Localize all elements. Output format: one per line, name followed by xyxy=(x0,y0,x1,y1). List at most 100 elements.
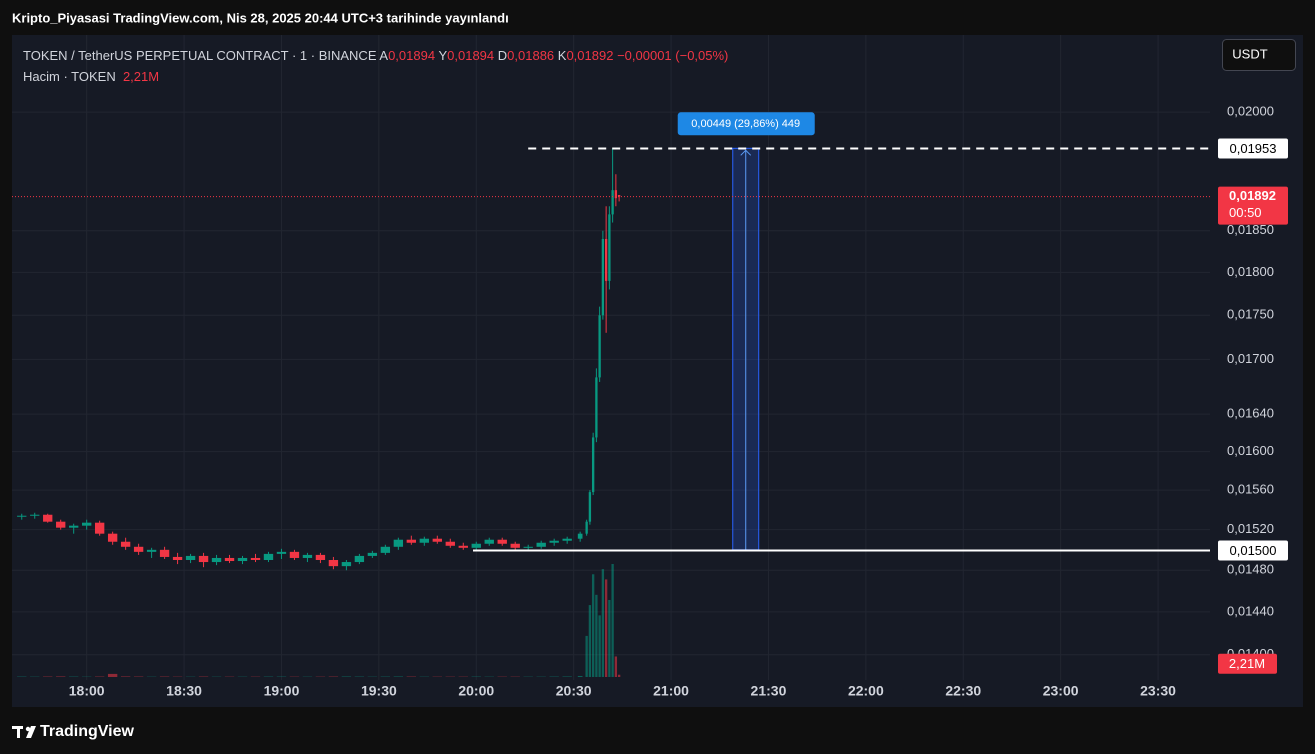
x-tick-label: 23:30 xyxy=(1140,683,1176,699)
candle-body xyxy=(445,541,455,546)
candle-body xyxy=(585,521,588,534)
candle-body xyxy=(133,546,144,552)
candle-body xyxy=(341,562,352,567)
volume-bar xyxy=(393,676,404,677)
candle-body xyxy=(17,515,27,517)
last-price-label: 0,01892 xyxy=(1229,188,1276,203)
volume-bar xyxy=(577,675,583,677)
price-line-label-bg xyxy=(1218,540,1288,561)
countdown: 00:50 xyxy=(1229,205,1262,220)
candle-body xyxy=(419,538,429,543)
candle-body xyxy=(30,514,40,516)
candle-body xyxy=(536,542,546,547)
candle-body xyxy=(120,541,131,547)
candle-body xyxy=(595,377,598,438)
measure-label: 0,00449 (29,86%) 449 xyxy=(691,118,800,130)
volume-bar xyxy=(608,599,611,677)
candle-body xyxy=(497,539,507,544)
candle-body xyxy=(172,556,183,561)
last-volume-label: 2,21M xyxy=(1229,656,1265,671)
header-title: Kripto_Piyasasi TradingView.com, Nis 28,… xyxy=(12,10,509,25)
candle-body xyxy=(354,555,365,563)
candle-body xyxy=(198,555,209,563)
ohlc-label: D xyxy=(497,48,508,63)
x-tick-label: 23:00 xyxy=(1043,683,1079,699)
x-tick-label: 20:00 xyxy=(458,683,494,699)
change: −0,00001 (−0,05%) xyxy=(617,48,729,63)
candle-body xyxy=(367,552,378,556)
candle-body xyxy=(315,554,326,561)
symbol: TOKEN / TetherUS PERPETUAL CONTRACT · 1 … xyxy=(23,48,377,63)
candle-body xyxy=(617,194,621,197)
footer-brand: TradingView xyxy=(40,723,135,740)
chart-panel xyxy=(12,35,1303,707)
candle-body xyxy=(562,538,572,541)
legend: TOKEN / TetherUS PERPETUAL CONTRACT · 1 … xyxy=(23,45,728,87)
ohlc-value: 0,01894 xyxy=(447,48,495,63)
volume-bar xyxy=(604,579,608,677)
volume-bar xyxy=(591,574,595,677)
candle-body xyxy=(604,238,608,281)
ohlc-legend: TOKEN / TetherUS PERPETUAL CONTRACT · 1 … xyxy=(23,45,728,66)
candle-body xyxy=(224,557,235,562)
candle-body xyxy=(237,557,248,562)
volume-bar xyxy=(107,673,118,677)
candle-body xyxy=(159,549,170,557)
candle-body xyxy=(598,315,601,378)
price-line-label: 0,01953 xyxy=(1230,141,1277,156)
candle-body xyxy=(591,437,595,493)
x-tick-label: 22:00 xyxy=(848,683,884,699)
x-tick-label: 20:30 xyxy=(556,683,592,699)
candle-body xyxy=(56,521,66,528)
price-line-label-bg xyxy=(1218,138,1288,159)
logo xyxy=(12,726,36,738)
last-price-label-bg xyxy=(1218,186,1288,225)
ohlc-label: A xyxy=(379,48,389,63)
candle-body xyxy=(380,546,391,553)
x-tick-label: 18:00 xyxy=(69,683,105,699)
ohlc-value: 0,01892 xyxy=(566,48,614,63)
y-tick-label: 0,01560 xyxy=(1227,482,1274,497)
candle-body xyxy=(577,533,583,539)
candle-body xyxy=(523,546,533,548)
candle-body xyxy=(510,543,520,548)
volume-legend-value: 2,21M xyxy=(122,69,160,84)
volume-bar xyxy=(588,605,592,677)
ohlc-label: Y xyxy=(438,48,448,63)
candle-body xyxy=(458,545,468,548)
x-tick-label: 21:00 xyxy=(653,683,689,699)
y-tick-label: 0,01480 xyxy=(1227,562,1274,577)
candle-body xyxy=(393,539,404,547)
currency-button[interactable] xyxy=(1222,39,1296,71)
candle-body xyxy=(302,554,313,558)
y-tick-label: 0,02000 xyxy=(1227,104,1274,119)
candle-body xyxy=(601,238,605,316)
candle-body xyxy=(94,522,105,534)
candle-body xyxy=(608,214,611,281)
y-tick-label: 0,01520 xyxy=(1227,521,1274,536)
candle-body xyxy=(471,543,481,548)
candle-body xyxy=(588,492,592,522)
volume-bar xyxy=(56,676,66,677)
x-tick-label: 19:00 xyxy=(264,683,300,699)
candle-body xyxy=(263,553,274,561)
candle-body xyxy=(484,539,494,544)
volume-legend-label: Hacim · TOKEN xyxy=(23,69,116,84)
candle-body xyxy=(185,555,196,561)
ohlc-value: 0,01894 xyxy=(388,48,436,63)
volume-bar xyxy=(598,615,601,677)
candle-body xyxy=(406,539,417,543)
candle-body xyxy=(146,549,157,552)
candle-body xyxy=(211,557,222,563)
x-tick-label: 19:30 xyxy=(361,683,397,699)
x-tick-label: 18:30 xyxy=(166,683,202,699)
volume-bar xyxy=(562,676,572,677)
x-tick-label: 22:30 xyxy=(945,683,981,699)
candle-body xyxy=(289,551,300,558)
y-tick-label: 0,01800 xyxy=(1227,264,1274,279)
y-tick-label: 0,01700 xyxy=(1227,351,1274,366)
y-tick-label: 0,01600 xyxy=(1227,443,1274,458)
candle-body xyxy=(276,551,287,554)
